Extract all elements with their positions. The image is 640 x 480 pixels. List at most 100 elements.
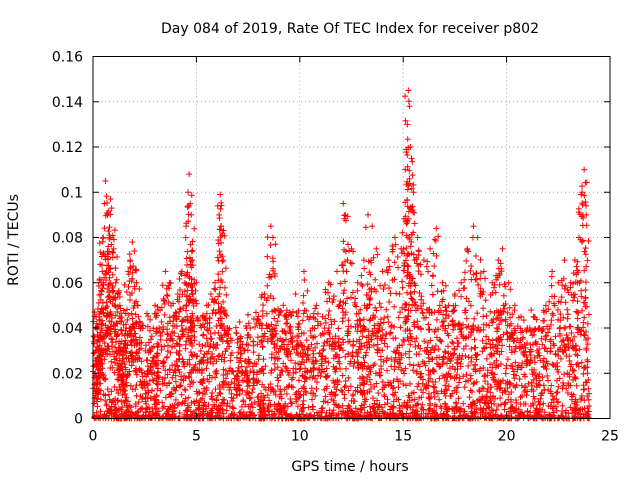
data-point (430, 389, 437, 396)
data-point (430, 273, 437, 280)
data-point (157, 387, 164, 394)
data-point (392, 354, 399, 361)
data-point (444, 343, 451, 350)
data-point (584, 356, 591, 363)
data-point (358, 272, 365, 279)
data-point (567, 323, 574, 330)
data-point (419, 401, 426, 408)
data-point (415, 247, 422, 254)
data-point (559, 408, 566, 415)
data-point (584, 320, 591, 327)
data-point (410, 189, 417, 196)
data-point (314, 372, 321, 379)
data-point (325, 359, 332, 366)
data-point (90, 333, 97, 340)
data-point (545, 377, 552, 384)
data-point (425, 321, 432, 328)
data-point (454, 384, 461, 391)
data-point (364, 281, 371, 288)
data-point (409, 172, 416, 179)
data-point (479, 337, 486, 344)
data-point (217, 191, 224, 198)
data-point (482, 275, 489, 282)
data-point (420, 389, 427, 396)
data-point (445, 302, 452, 309)
y-tick-label: 0.04 (52, 321, 83, 337)
data-point (326, 307, 333, 314)
data-point (114, 308, 121, 315)
data-point (579, 211, 586, 218)
data-point (301, 378, 308, 385)
data-point (585, 396, 592, 403)
data-point (178, 391, 185, 398)
data-point (352, 405, 359, 412)
data-point (133, 392, 140, 399)
data-point (175, 400, 182, 407)
data-point (245, 342, 252, 349)
data-point (381, 391, 388, 398)
data-point (469, 234, 476, 241)
data-point (431, 263, 438, 270)
data-point (274, 318, 281, 325)
data-point (582, 287, 589, 294)
y-tick-label: 0.02 (52, 366, 83, 382)
data-point (165, 342, 172, 349)
x-tick-label: 0 (89, 429, 98, 445)
data-point (564, 315, 571, 322)
data-point (399, 341, 406, 348)
data-point (548, 273, 555, 280)
data-point (207, 291, 214, 298)
data-point (340, 200, 347, 207)
data-point (393, 290, 400, 297)
data-point (148, 387, 155, 394)
data-point (412, 282, 419, 289)
data-point (186, 356, 193, 363)
y-tick-label: 0.16 (52, 50, 83, 66)
data-point (581, 314, 588, 321)
data-point (414, 383, 421, 390)
data-point (405, 337, 412, 344)
data-point (372, 370, 379, 377)
data-point (220, 410, 227, 417)
data-point (433, 316, 440, 323)
data-point (495, 257, 502, 264)
data-point (384, 343, 391, 350)
data-point (345, 374, 352, 381)
data-point (309, 403, 316, 410)
data-point (244, 334, 251, 341)
data-point (558, 294, 565, 301)
data-point (461, 269, 468, 276)
data-point (179, 328, 186, 335)
data-point (111, 383, 118, 390)
data-point (451, 346, 458, 353)
data-point (556, 325, 563, 332)
data-point (280, 360, 287, 367)
data-point (584, 370, 591, 377)
data-point (461, 384, 468, 391)
data-point (150, 354, 157, 361)
data-point (460, 373, 467, 380)
data-point (554, 389, 561, 396)
data-point (338, 387, 345, 394)
data-point (296, 377, 303, 384)
data-point (403, 382, 410, 389)
data-point (125, 268, 132, 275)
data-point (133, 382, 140, 389)
data-point (405, 251, 412, 258)
data-point (148, 333, 155, 340)
data-point (125, 271, 132, 278)
data-point (468, 263, 475, 270)
data-point (125, 331, 132, 338)
data-point (553, 389, 560, 396)
data-point (405, 98, 412, 105)
data-point (562, 299, 569, 306)
data-point (381, 281, 388, 288)
data-point (376, 300, 383, 307)
data-point (114, 253, 121, 260)
data-point (379, 326, 386, 333)
data-point (126, 368, 133, 375)
data-point (428, 282, 435, 289)
data-point (250, 315, 257, 322)
data-point (269, 255, 276, 262)
data-point (321, 386, 328, 393)
